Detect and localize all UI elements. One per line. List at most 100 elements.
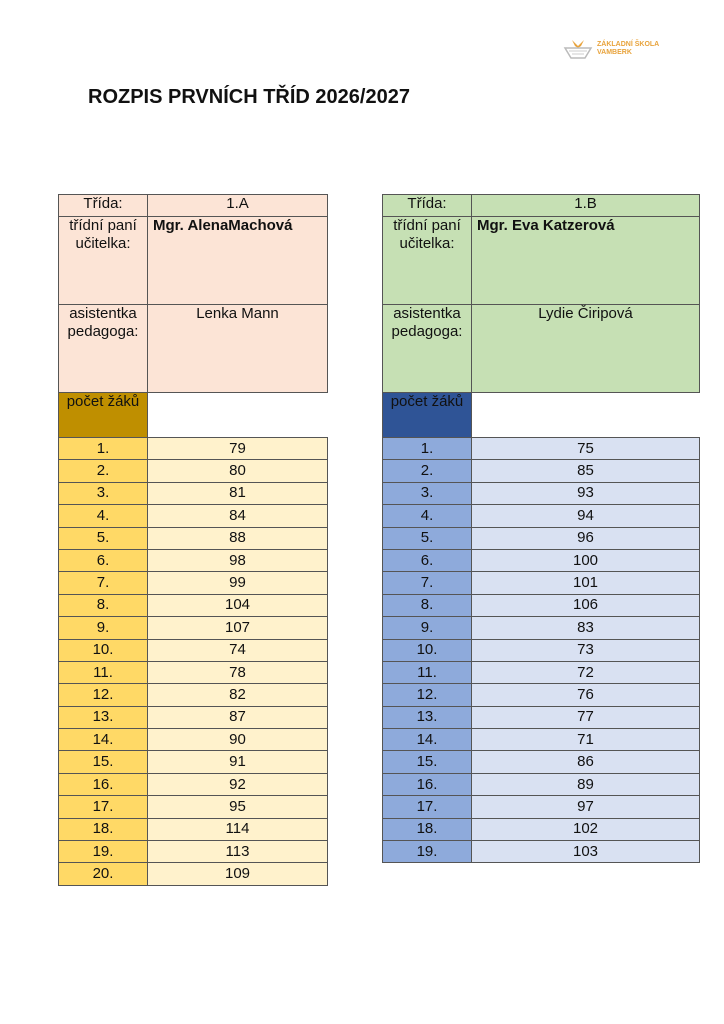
- class-name: 1.A: [147, 194, 328, 217]
- table-row: 13. 77: [382, 705, 700, 730]
- row-value: 93: [471, 481, 700, 506]
- empty-cell: [147, 392, 328, 438]
- table-row: 18. 114: [58, 817, 328, 842]
- table-row: 2. 85: [382, 459, 700, 483]
- logo-text-line2: VAMBERK: [597, 49, 632, 56]
- row-value: 73: [471, 638, 700, 662]
- count-row: počet žáků: [382, 392, 700, 438]
- row-index: 1.: [58, 436, 148, 461]
- count-label: počet žáků: [382, 392, 472, 438]
- class-table-1b: Třída: 1.B třídní paní učitelka: Mgr. Eva …: [382, 194, 700, 864]
- class-name: 1.B: [471, 194, 700, 217]
- assistant-row: asistentka pedagoga: Lenka Mann: [58, 304, 328, 393]
- row-index: 12.: [382, 683, 472, 707]
- page-title: ROZPIS PRVNÍCH TŘÍD 2026/2027: [88, 86, 410, 108]
- row-value: 85: [471, 459, 700, 483]
- table-row: 20. 109: [58, 862, 328, 886]
- logo-icon: [563, 40, 593, 59]
- assistant-name: Lydie Čiripová: [471, 304, 700, 393]
- table-row: 8. 106: [382, 593, 700, 618]
- row-index: 12.: [58, 683, 148, 707]
- table-row: 6. 100: [382, 548, 700, 573]
- row-index: 16.: [58, 772, 148, 797]
- row-index: 1.: [382, 436, 472, 461]
- row-value: 99: [147, 571, 328, 595]
- table-row: 15. 91: [58, 750, 328, 774]
- row-value: 109: [147, 862, 328, 886]
- row-index: 15.: [382, 750, 472, 774]
- row-value: 91: [147, 750, 328, 774]
- row-index: 4.: [382, 504, 472, 528]
- row-value: 77: [471, 705, 700, 730]
- row-index: 13.: [382, 705, 472, 730]
- class-row: Třída: 1.A: [58, 194, 328, 217]
- count-row: počet žáků: [58, 392, 328, 438]
- row-value: 97: [471, 795, 700, 819]
- row-index: 9.: [58, 616, 148, 640]
- row-value: 82: [147, 683, 328, 707]
- table-row: 1. 75: [382, 436, 700, 461]
- row-value: 103: [471, 840, 700, 864]
- table-row: 5. 96: [382, 526, 700, 550]
- assistant-row: asistentka pedagoga: Lydie Čiripová: [382, 304, 700, 393]
- class-table-1a: Třída: 1.A třídní paní učitelka: Mgr. Alen…: [58, 194, 328, 886]
- table-row: 14. 90: [58, 728, 328, 752]
- row-value: 94: [471, 504, 700, 528]
- table-row: 11. 72: [382, 660, 700, 685]
- row-index: 10.: [58, 638, 148, 662]
- row-index: 4.: [58, 504, 148, 528]
- row-index: 15.: [58, 750, 148, 774]
- row-value: 81: [147, 481, 328, 506]
- row-value: 92: [147, 772, 328, 797]
- row-index: 19.: [58, 840, 148, 864]
- class-label: Třída:: [58, 194, 148, 217]
- table-row: 10. 73: [382, 638, 700, 662]
- row-index: 19.: [382, 840, 472, 864]
- row-index: 7.: [58, 571, 148, 595]
- row-index: 7.: [382, 571, 472, 595]
- table-row: 17. 97: [382, 795, 700, 819]
- class-label: Třída:: [382, 194, 472, 217]
- table-row: 9. 107: [58, 616, 328, 640]
- row-index: 11.: [58, 660, 148, 685]
- row-index: 2.: [58, 459, 148, 483]
- teacher-name: Mgr. Eva Katzerová: [471, 216, 700, 305]
- table-row: 7. 99: [58, 571, 328, 595]
- row-index: 14.: [382, 728, 472, 752]
- row-value: 75: [471, 436, 700, 461]
- teacher-label: třídní paní učitelka:: [382, 216, 472, 305]
- row-value: 84: [147, 504, 328, 528]
- row-value: 88: [147, 526, 328, 550]
- row-value: 104: [147, 593, 328, 618]
- row-value: 102: [471, 817, 700, 842]
- table-row: 15. 86: [382, 750, 700, 774]
- row-value: 107: [147, 616, 328, 640]
- count-label: počet žáků: [58, 392, 148, 438]
- table-row: 17. 95: [58, 795, 328, 819]
- teacher-row: třídní paní učitelka: Mgr. Eva Katzerová: [382, 216, 700, 305]
- table-row: 2. 80: [58, 459, 328, 483]
- row-index: 3.: [382, 481, 472, 506]
- table-row: 16. 89: [382, 772, 700, 797]
- row-index: 10.: [382, 638, 472, 662]
- table-row: 9. 83: [382, 616, 700, 640]
- row-index: 6.: [58, 548, 148, 573]
- row-value: 71: [471, 728, 700, 752]
- row-value: 101: [471, 571, 700, 595]
- row-value: 83: [471, 616, 700, 640]
- row-value: 86: [471, 750, 700, 774]
- assistant-label: asistentka pedagoga:: [58, 304, 148, 393]
- table-row: 1. 79: [58, 436, 328, 461]
- row-index: 9.: [382, 616, 472, 640]
- table-row: 8. 104: [58, 593, 328, 618]
- row-index: 13.: [58, 705, 148, 730]
- table-row: 5. 88: [58, 526, 328, 550]
- table-row: 6. 98: [58, 548, 328, 573]
- table-row: 19. 103: [382, 840, 700, 864]
- row-index: 5.: [58, 526, 148, 550]
- table-row: 19. 113: [58, 840, 328, 864]
- teacher-name: Mgr. AlenaMachová: [147, 216, 328, 305]
- row-index: 17.: [382, 795, 472, 819]
- row-value: 114: [147, 817, 328, 842]
